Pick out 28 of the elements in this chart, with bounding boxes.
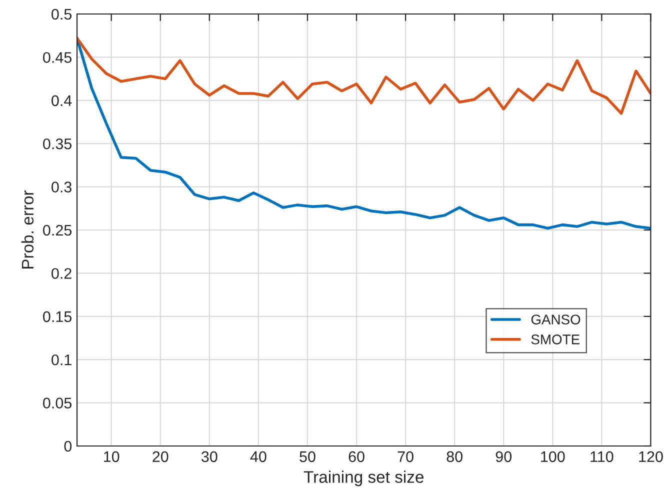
x-tick-label: 60 — [348, 451, 364, 462]
y-tick-label: 0.5 — [52, 8, 72, 20]
x-tick-label: 110 — [590, 451, 614, 462]
y-tick-label: 0 — [64, 440, 72, 452]
y-tick-label: 0.35 — [43, 138, 72, 150]
x-tick-label: 20 — [152, 451, 168, 462]
x-tick-label: 30 — [202, 451, 218, 462]
x-tick-label: 80 — [446, 451, 462, 462]
legend-label: SMOTE — [531, 334, 580, 344]
x-tick-label: 70 — [398, 451, 414, 462]
x-axis-title: Training set size — [304, 470, 424, 486]
y-tick-label: 0.45 — [43, 52, 72, 63]
x-tick-label: 120 — [639, 451, 663, 462]
y-tick-label: 0.2 — [52, 268, 72, 279]
line-series — [77, 36, 651, 115]
y-tick-label: 0.3 — [52, 182, 72, 192]
x-tick-label: 10 — [104, 451, 120, 462]
y-tick-label: 0.4 — [52, 95, 72, 106]
y-tick-label: 0.25 — [43, 224, 72, 236]
x-tick-label: 100 — [541, 451, 565, 462]
y-tick-label: 0.05 — [43, 398, 72, 408]
x-tick-label: 50 — [300, 451, 316, 462]
y-axis-title: Prob. error — [21, 190, 34, 268]
x-tick-label: 40 — [250, 451, 266, 462]
y-tick-label: 0.1 — [52, 354, 72, 366]
x-tick-label: 90 — [496, 451, 512, 462]
legend-label: GANSO — [531, 314, 580, 324]
y-tick-label: 0.15 — [43, 311, 72, 322]
